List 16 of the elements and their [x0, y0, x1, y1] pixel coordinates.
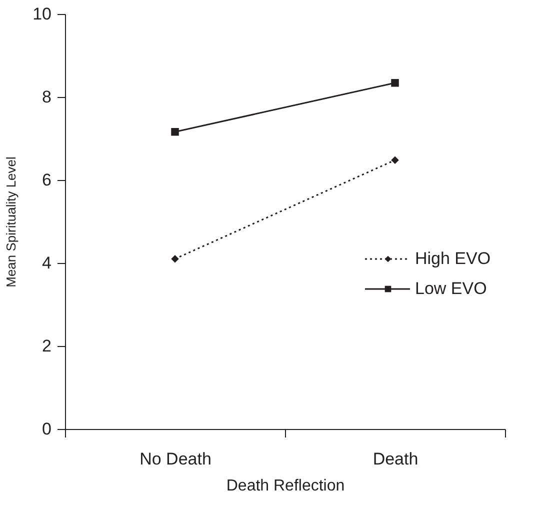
point [391, 79, 399, 87]
y-tick-label: 2 [42, 336, 52, 356]
x-tick-label: No Death [140, 450, 212, 468]
y-tick-label: 6 [42, 170, 52, 190]
y-tick-label: 8 [42, 88, 52, 106]
point [391, 156, 399, 164]
x-axis-title: Death Reflection [226, 478, 345, 494]
y-axis-title: Mean Spirituality Level [4, 156, 19, 288]
point [171, 128, 179, 136]
x-tick-label: Death [372, 450, 418, 468]
legend-label: Low EVO [415, 279, 487, 298]
y-tick-label: 0 [42, 420, 52, 438]
point [171, 254, 179, 263]
y-tick-label: 10 [32, 4, 52, 24]
legend-label: High EVO [415, 249, 491, 268]
y-tick-label: 4 [42, 254, 52, 272]
